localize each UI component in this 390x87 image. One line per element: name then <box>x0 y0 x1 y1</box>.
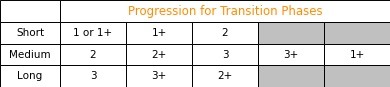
Text: 2: 2 <box>90 50 96 60</box>
Bar <box>258 44 324 65</box>
Bar <box>258 65 324 87</box>
Text: Long: Long <box>18 71 43 81</box>
Bar <box>126 44 192 65</box>
Text: 1 or 1+: 1 or 1+ <box>73 28 113 38</box>
Bar <box>192 22 258 44</box>
Bar <box>192 44 258 65</box>
Bar <box>60 44 126 65</box>
Bar <box>60 22 126 44</box>
Bar <box>60 65 126 87</box>
Bar <box>324 65 390 87</box>
Text: 2: 2 <box>222 28 228 38</box>
Bar <box>60 0 390 22</box>
Text: Medium: Medium <box>9 50 51 60</box>
Text: 3+: 3+ <box>151 71 167 81</box>
Text: 3+: 3+ <box>284 50 299 60</box>
Bar <box>0 44 60 65</box>
Text: 1+: 1+ <box>349 50 365 60</box>
Text: 3: 3 <box>222 50 228 60</box>
Bar <box>126 65 192 87</box>
Bar <box>126 22 192 44</box>
Bar <box>0 0 60 22</box>
Text: 2+: 2+ <box>151 50 167 60</box>
Bar <box>324 44 390 65</box>
Bar <box>258 22 324 44</box>
Text: 2+: 2+ <box>217 71 232 81</box>
Bar <box>0 22 60 44</box>
Bar <box>192 65 258 87</box>
Text: 3: 3 <box>90 71 96 81</box>
Bar <box>324 22 390 44</box>
Bar <box>0 65 60 87</box>
Text: Short: Short <box>16 28 44 38</box>
Text: 1+: 1+ <box>151 28 167 38</box>
Text: Progression for Transition Phases: Progression for Transition Phases <box>128 5 322 17</box>
